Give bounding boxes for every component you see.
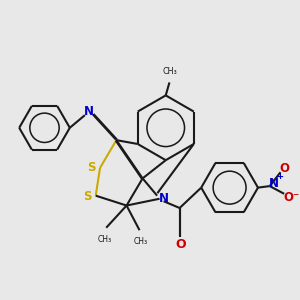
Text: O⁻: O⁻	[283, 191, 299, 204]
Text: +: +	[276, 172, 283, 181]
Text: N: N	[268, 177, 278, 190]
Text: S: S	[83, 190, 91, 203]
Text: O: O	[280, 162, 290, 175]
Text: N: N	[159, 192, 169, 205]
Text: CH₃: CH₃	[98, 235, 112, 244]
Text: CH₃: CH₃	[134, 237, 148, 246]
Text: O: O	[176, 238, 187, 251]
Text: S: S	[88, 161, 96, 174]
Text: CH₃: CH₃	[162, 67, 177, 76]
Text: N: N	[84, 105, 94, 118]
